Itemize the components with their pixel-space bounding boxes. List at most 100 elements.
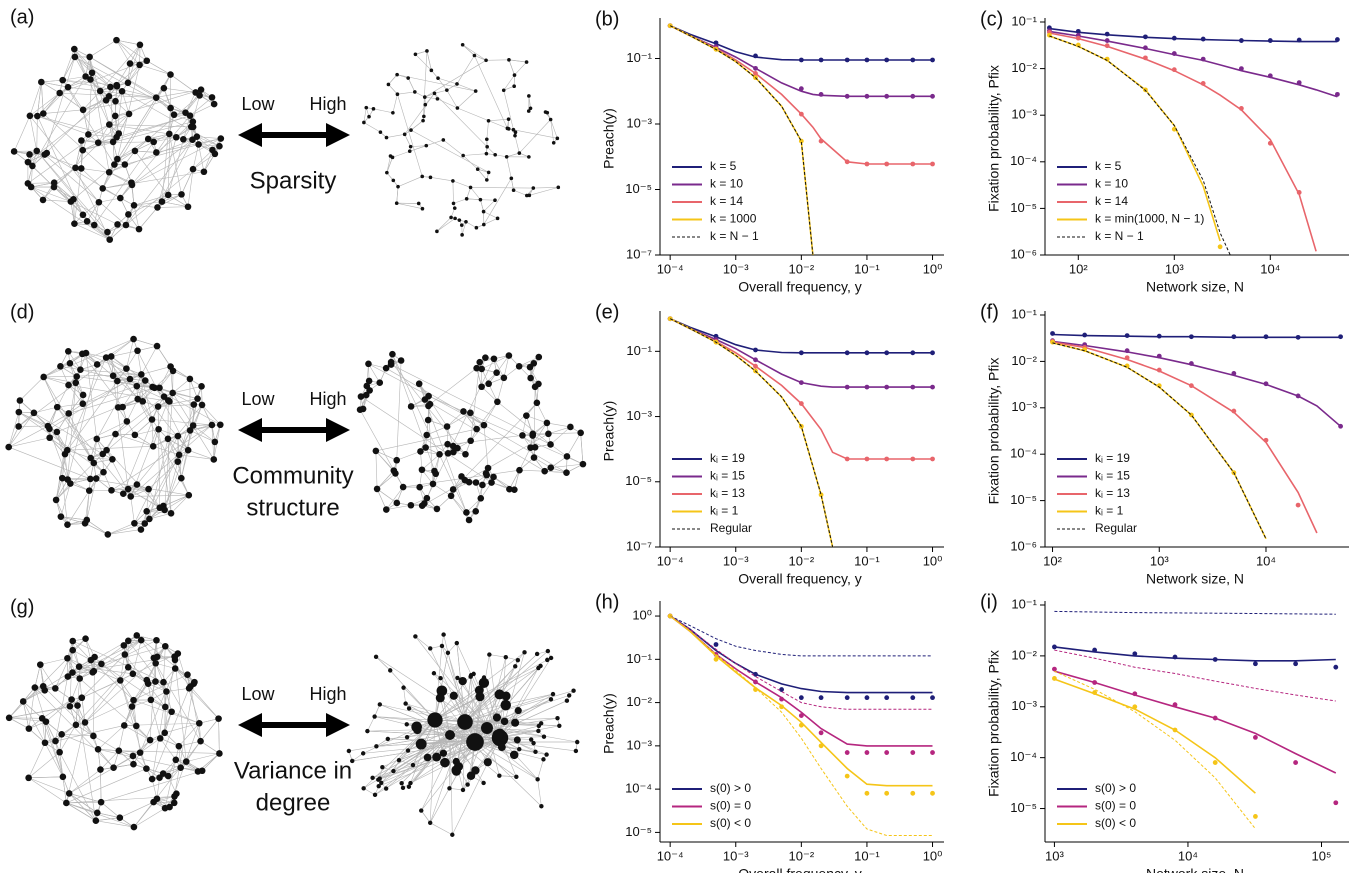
network-node [153, 94, 160, 101]
network-node [46, 434, 53, 441]
network-edge [68, 87, 83, 110]
network-node [11, 148, 18, 155]
panel-label: (a) [10, 6, 34, 28]
network-edge [56, 463, 94, 500]
y-tick-label: 10⁻¹ [1011, 596, 1037, 611]
sim-point [753, 672, 758, 677]
network-node [85, 131, 92, 138]
network-node [362, 121, 366, 125]
network-node [134, 396, 141, 403]
sim-point [819, 730, 824, 735]
network-node [347, 749, 351, 753]
network-node [516, 467, 523, 474]
network-node [513, 73, 517, 77]
network-node [498, 743, 506, 751]
network-node [65, 382, 72, 389]
sim-point [1189, 334, 1194, 339]
network-edge [131, 496, 135, 523]
y-tick-label: 10⁻⁵ [1010, 492, 1037, 507]
network-node [424, 495, 431, 502]
network-edge [507, 157, 512, 179]
network-node [97, 766, 104, 773]
network-node [485, 145, 489, 149]
network-node [458, 218, 462, 222]
network-node [514, 775, 518, 779]
network-node [76, 663, 83, 670]
sim-point [1172, 51, 1177, 56]
network-node [571, 689, 575, 693]
network-node [449, 216, 453, 220]
network-node [394, 500, 401, 507]
sim-point [1173, 702, 1178, 707]
network-node [467, 410, 474, 417]
caption: Variance in [234, 757, 352, 784]
network-node [149, 776, 156, 783]
network-edge [41, 82, 43, 114]
sim-point [1092, 648, 1097, 653]
network-node [445, 450, 452, 457]
network-node [440, 750, 447, 757]
network-edge [463, 45, 486, 61]
network-node [166, 131, 173, 138]
sim-point [1082, 333, 1087, 338]
network-node [435, 230, 439, 234]
network-node [397, 758, 401, 762]
network-edge [497, 378, 503, 402]
x-tick-label: 10⁵ [1312, 848, 1332, 863]
network-edge [377, 471, 394, 489]
network-node [544, 420, 551, 427]
network-edge [141, 367, 170, 375]
network-edge [219, 719, 220, 754]
network-node [391, 156, 395, 160]
y-axis-label: Preach(y) [601, 401, 617, 462]
network-node [134, 347, 141, 354]
network-node [33, 148, 40, 155]
sim-point [1296, 335, 1301, 340]
network-edge [415, 636, 487, 728]
network-edge [404, 688, 406, 704]
network-node [103, 354, 110, 361]
network-node [545, 431, 552, 438]
sim-point [1172, 36, 1177, 41]
sim-point [1335, 92, 1340, 97]
sim-point [1076, 36, 1081, 41]
legend-label: s(0) < 0 [1095, 816, 1136, 830]
network-edge [463, 154, 486, 156]
network-edge [29, 743, 45, 778]
x-tick-label: 10⁻³ [723, 553, 749, 568]
network-node [163, 688, 170, 695]
network-node [465, 197, 469, 201]
network-node [481, 781, 485, 785]
network-node [155, 403, 162, 410]
network-node [384, 786, 388, 790]
network-node [406, 76, 410, 80]
sim-point [1264, 334, 1269, 339]
network-edge [55, 650, 72, 688]
y-tick-label: 10⁻⁴ [1010, 446, 1037, 461]
network-node [120, 490, 127, 497]
network-edge [538, 759, 544, 779]
sim-point [845, 457, 850, 462]
network-node [408, 781, 412, 785]
sim-point [1189, 383, 1194, 388]
network-node [142, 377, 149, 384]
network-node [393, 457, 400, 464]
network-node [513, 134, 517, 138]
network-node [190, 166, 197, 173]
network-edge [393, 151, 410, 157]
network-edge [399, 760, 413, 765]
sim-point [1172, 67, 1177, 72]
network-node [398, 357, 405, 364]
high-label: High [309, 389, 346, 409]
network-node [516, 363, 523, 370]
network-node [485, 465, 492, 472]
network-node [408, 403, 415, 410]
x-axis-label: Network size, N [1146, 571, 1244, 587]
network-node [365, 361, 372, 368]
sim-point [753, 348, 758, 353]
network-edge [423, 51, 427, 121]
network-node [127, 376, 134, 383]
sim-point [1143, 34, 1148, 39]
sim-point [1268, 38, 1273, 43]
network-node [173, 134, 180, 141]
